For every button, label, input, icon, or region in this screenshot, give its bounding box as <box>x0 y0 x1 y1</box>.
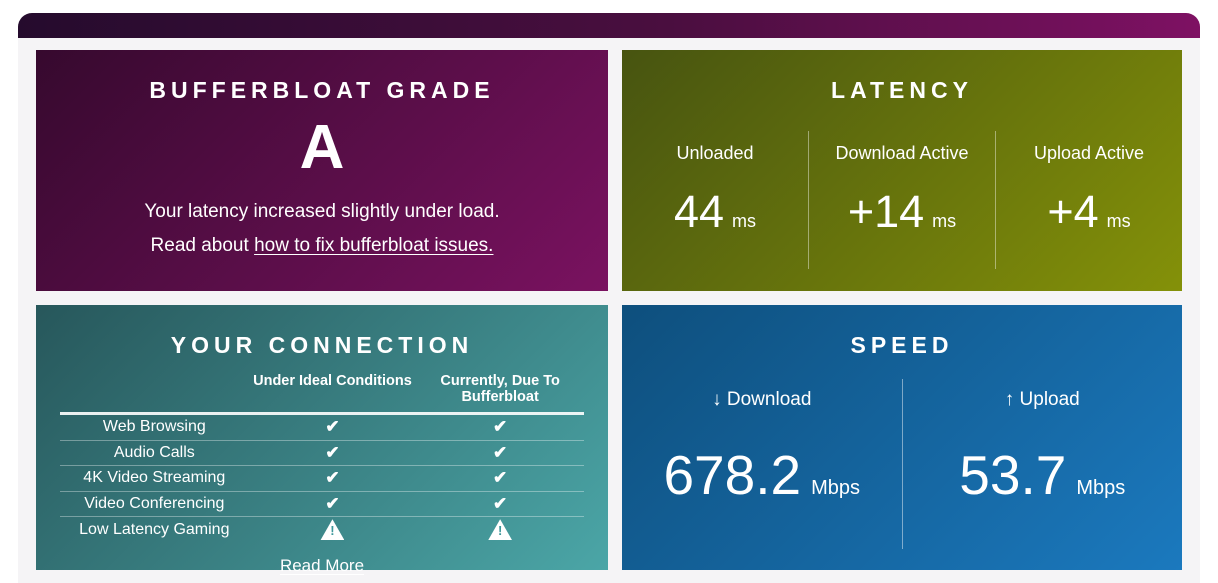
check-icon <box>416 443 584 463</box>
latency-col-upload-active: Upload Active +4 ms <box>995 131 1182 269</box>
read-more-link[interactable]: Read More <box>279 555 365 575</box>
grade-message: Your latency increased slightly under lo… <box>144 201 500 222</box>
connection-header-spacer <box>60 373 249 405</box>
down-arrow-icon: ↓ <box>712 389 722 410</box>
grade-value: A <box>299 113 345 182</box>
latency-col-label: Upload Active <box>1033 143 1145 163</box>
read-more-wrap: Read More <box>36 556 608 576</box>
read-about-prefix: Read about <box>150 235 255 256</box>
speed-col-download: ↓ Download 678.2 Mbps <box>622 379 902 549</box>
fix-bufferbloat-link[interactable]: how to fix bufferbloat issues. <box>254 235 494 256</box>
table-row: Video Conferencing <box>60 492 584 517</box>
speed-col-upload: ↑ Upload 53.7 Mbps <box>901 379 1183 549</box>
table-row: Audio Calls <box>60 441 584 466</box>
check-icon <box>416 468 584 488</box>
cards-grid: BUFFERBLOAT GRADE A Your latency increas… <box>36 50 1182 575</box>
speed-columns: ↓ Download 678.2 Mbps ↑ Upload 53.7 Mbps <box>622 379 1182 549</box>
upload-unit: Mbps <box>1076 477 1126 499</box>
results-body: BUFFERBLOAT GRADE A Your latency increas… <box>18 38 1200 583</box>
connection-row-label: Low Latency Gaming <box>79 520 230 538</box>
latency-number: 44 <box>673 186 725 237</box>
connection-table-header: Under Ideal Conditions Currently, Due To… <box>60 373 584 415</box>
download-label: ↓ Download <box>622 389 902 411</box>
latency-col-unloaded: Unloaded 44 ms <box>622 131 808 269</box>
latency-unit: ms <box>732 211 757 231</box>
latency-col-value: 44 ms <box>622 186 808 238</box>
connection-header-ideal: Under Ideal Conditions <box>253 373 412 389</box>
check-icon <box>416 494 584 514</box>
warning-icon <box>249 519 417 541</box>
warning-icon <box>416 519 584 541</box>
up-arrow-icon: ↑ <box>1004 389 1015 410</box>
upload-number: 53.7 <box>959 444 1067 506</box>
download-value: 678.2 Mbps <box>622 443 902 507</box>
upload-label: ↑ Upload <box>903 389 1183 411</box>
connection-row-label: 4K Video Streaming <box>83 469 226 487</box>
latency-unit: ms <box>1106 211 1131 231</box>
speed-card: SPEED ↓ Download 678.2 Mbps ↑ Upload 53.7… <box>622 305 1182 570</box>
upload-value: 53.7 Mbps <box>903 443 1183 507</box>
latency-number: +4 <box>1047 186 1099 237</box>
bufferbloat-grade-card: BUFFERBLOAT GRADE A Your latency increas… <box>36 50 608 291</box>
download-unit: Mbps <box>811 477 861 499</box>
your-connection-card: YOUR CONNECTION Under Ideal Conditions C… <box>36 305 608 575</box>
connection-card-title: YOUR CONNECTION <box>170 332 474 358</box>
check-icon <box>416 417 584 437</box>
connection-table: Under Ideal Conditions Currently, Due To… <box>60 373 584 543</box>
check-icon <box>249 417 417 437</box>
latency-col-label: Download Active <box>835 143 969 163</box>
download-label-text: Download <box>726 389 812 410</box>
latency-col-download-active: Download Active +14 ms <box>808 131 995 269</box>
latency-card-title: LATENCY <box>831 77 973 103</box>
connection-header-current: Currently, Due To Bufferbloat <box>440 373 560 405</box>
latency-number: +14 <box>847 186 925 237</box>
latency-col-value: +4 ms <box>996 186 1182 238</box>
latency-card: LATENCY Unloaded 44 ms Download Active +1… <box>622 50 1182 291</box>
latency-unit: ms <box>932 211 957 231</box>
check-icon <box>249 494 417 514</box>
upload-label-text: Upload <box>1019 389 1080 410</box>
latency-columns: Unloaded 44 ms Download Active +14 ms Uplo… <box>622 131 1182 269</box>
latency-col-value: +14 ms <box>809 186 995 238</box>
check-icon <box>249 443 417 463</box>
table-row: Low Latency Gaming <box>60 517 584 543</box>
connection-row-label: Audio Calls <box>113 443 195 461</box>
connection-row-label: Video Conferencing <box>84 494 225 512</box>
check-icon <box>249 468 417 488</box>
speed-card-title: SPEED <box>850 332 954 358</box>
latency-col-label: Unloaded <box>676 143 754 163</box>
results-panel: BUFFERBLOAT GRADE A Your latency increas… <box>18 13 1200 583</box>
connection-row-label: Web Browsing <box>102 418 206 436</box>
table-row: Web Browsing <box>60 415 584 441</box>
grade-card-title: BUFFERBLOAT GRADE <box>149 77 495 103</box>
grade-read-about: Read about how to fix bufferbloat issues… <box>36 235 608 257</box>
top-gradient-bar <box>18 13 1200 38</box>
download-number: 678.2 <box>663 444 802 506</box>
table-row: 4K Video Streaming <box>60 466 584 492</box>
